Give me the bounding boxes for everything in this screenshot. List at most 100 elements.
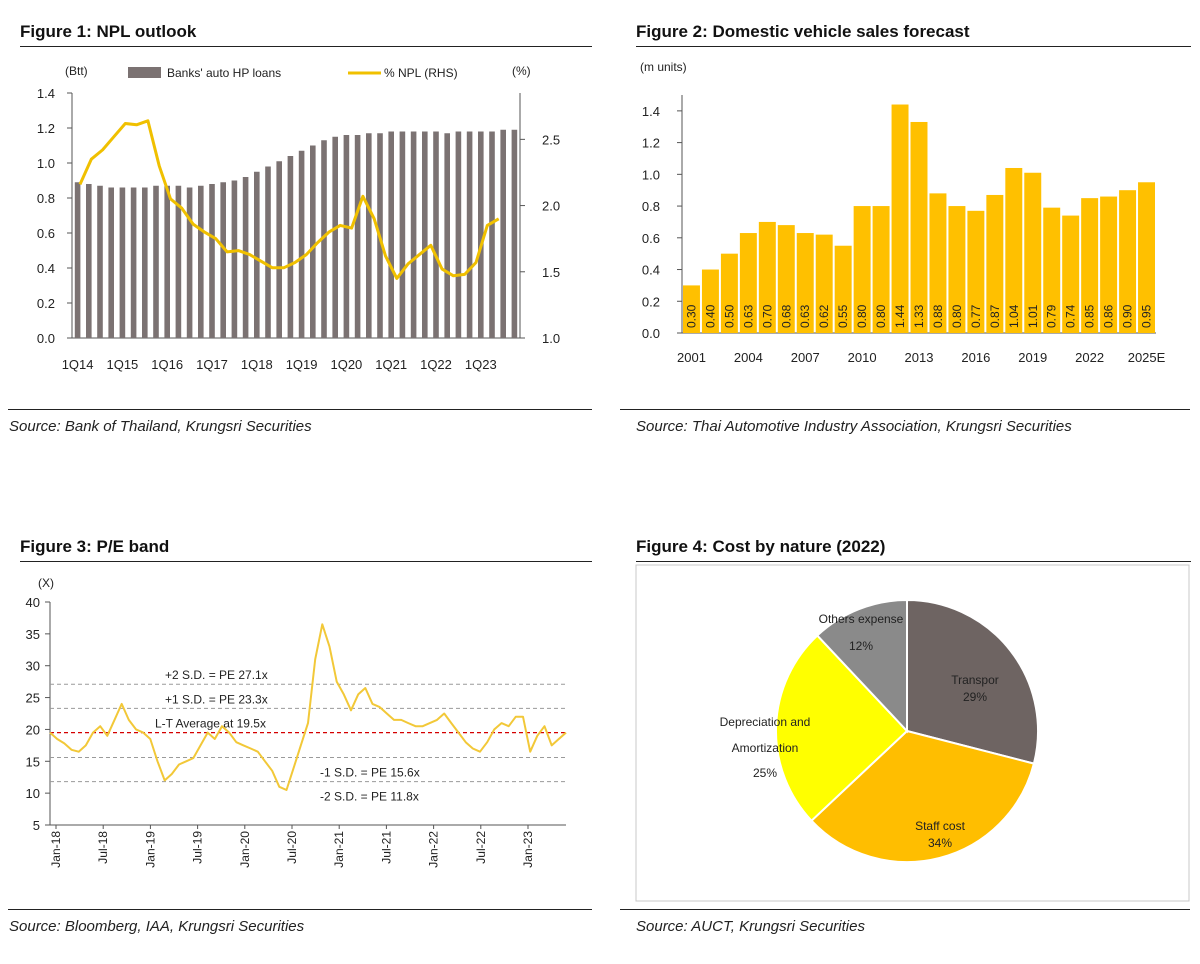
sd-band-label: -1 S.D. = PE 15.6x: [320, 765, 420, 779]
y-tick-label: 5: [33, 818, 40, 833]
npl-line: [78, 119, 500, 280]
sales-bar-label: 1.44: [893, 304, 907, 328]
loan-bar: [265, 166, 271, 338]
loan-bar: [86, 184, 92, 338]
sales-bar-label: 0.30: [684, 304, 698, 328]
loan-bar: [366, 133, 372, 338]
figure-4-title-rule: [636, 561, 1191, 562]
loan-bar: [242, 177, 249, 338]
sales-bar-label: 0.55: [836, 304, 850, 328]
y-tick-label: 1.2: [642, 136, 660, 151]
pie-slice-name: Depreciation and: [720, 715, 811, 729]
vehicle-sales-chart: (m units) 0.0 0.2 0.4 0.6 0.8 1.0 1.2 1.4 0.30 0.4…: [640, 60, 1166, 365]
loan-bar: [500, 129, 506, 338]
sales-bar: [796, 233, 814, 333]
x-tick-label: 1Q20: [330, 357, 362, 372]
loan-bar: [321, 140, 327, 338]
x-tick-label: 2001: [677, 350, 706, 365]
figure-4-title: Figure 4: Cost by nature (2022): [636, 537, 886, 556]
loan-bar: [153, 185, 159, 338]
figure-2-title: Figure 2: Domestic vehicle sales forecas…: [636, 22, 970, 41]
left-tick-label: 1.0: [37, 156, 55, 171]
x-tick-label: 1Q19: [286, 357, 318, 372]
y-tick-label: 40: [26, 595, 40, 610]
x-tick-label: 2013: [905, 350, 934, 365]
loan-bar: [410, 131, 417, 338]
y-axis-unit: (X): [38, 576, 54, 590]
pie-slice-pct: 12%: [849, 639, 873, 653]
figure-3-title-rule: [20, 561, 592, 562]
sales-bar: [910, 121, 928, 334]
figure-2-source-rule: [620, 409, 1190, 410]
left-tick-label: 0.6: [37, 226, 55, 241]
figure-3-title: Figure 3: P/E band: [20, 537, 170, 556]
pie-slice-pct: 34%: [928, 836, 952, 850]
sales-bar-label: 0.74: [1064, 304, 1078, 328]
x-tick-label: 1Q15: [106, 357, 138, 372]
x-tick-label: 1Q17: [196, 357, 228, 372]
sales-bar-label: 0.88: [931, 304, 945, 328]
legend-npl-label: % NPL (RHS): [384, 66, 458, 80]
loan-bar: [164, 185, 170, 338]
x-tick-label: 1Q16: [151, 357, 183, 372]
loan-bar: [231, 180, 238, 338]
x-tick-label: 2022: [1075, 350, 1104, 365]
y-tick-label: 25: [26, 691, 40, 706]
legend-loans-swatch: [128, 67, 161, 78]
sales-bar: [758, 221, 776, 333]
sales-bar-label: 0.77: [969, 304, 983, 328]
legend-loans-label: Banks' auto HP loans: [167, 66, 281, 80]
sales-bar-label: 0.87: [988, 304, 1002, 328]
y-tick-label: 1.0: [642, 167, 660, 182]
x-tick-label: Jul-20: [285, 831, 299, 864]
sales-bar-label: 0.80: [855, 304, 869, 328]
loan-bar: [119, 187, 126, 338]
pie-slice-pct: 29%: [963, 690, 987, 704]
left-tick-label: 0.0: [37, 331, 55, 346]
loan-bar: [108, 187, 114, 338]
right-tick-label: 2.5: [542, 132, 560, 147]
y-tick-label: 0.2: [642, 294, 660, 309]
sales-bar: [967, 210, 985, 333]
sales-bar-label: 0.85: [1083, 304, 1097, 328]
npl-outlook-chart: (Btt) (%) Banks' auto HP loans % NPL (RHS) 0…: [37, 64, 560, 372]
sales-bar: [739, 233, 757, 333]
loan-bar: [422, 131, 428, 338]
figure-4-source-rule: [620, 909, 1190, 910]
pie-slice-name: Amortization: [732, 741, 799, 755]
sales-bar-label: 1.01: [1026, 304, 1040, 328]
x-tick-label: Jan-23: [521, 831, 535, 868]
sales-bar: [720, 253, 738, 333]
x-tick-label: Jan-18: [49, 831, 63, 868]
figure-1-source-rule: [8, 409, 592, 410]
pie-slice: [775, 634, 909, 823]
x-tick-label: Jul-21: [379, 831, 393, 864]
figure-4-source: Source: AUCT, Krungsri Securities: [636, 918, 865, 935]
loan-bar: [298, 150, 305, 338]
sales-bar: [929, 193, 947, 333]
left-tick-label: 1.2: [37, 121, 55, 136]
x-tick-label: 2010: [848, 350, 877, 365]
sales-bar-label: 0.68: [779, 304, 793, 328]
loan-bar: [444, 133, 450, 338]
loan-bar: [399, 131, 406, 338]
x-tick-label: 1Q14: [62, 357, 94, 372]
right-tick-label: 1.0: [542, 331, 560, 346]
sales-bar-label: 0.62: [817, 304, 831, 328]
loan-bar: [343, 135, 350, 338]
y-tick-label: 0.8: [642, 199, 660, 214]
loan-bar: [388, 131, 394, 338]
sales-bar-label: 0.50: [722, 304, 736, 328]
right-tick-label: 1.5: [542, 265, 560, 280]
sales-bar-label: 0.40: [703, 304, 717, 328]
x-tick-label: Jan-22: [427, 831, 441, 868]
x-tick-label: Jul-22: [474, 831, 488, 864]
x-tick-label: 2004: [734, 350, 763, 365]
sales-bar: [986, 194, 1004, 333]
sales-bar-label: 1.33: [912, 304, 926, 328]
sales-bar: [701, 269, 719, 333]
figure-2-title-rule: [636, 46, 1191, 47]
x-tick-label: 1Q22: [420, 357, 452, 372]
x-tick-label: 2019: [1018, 350, 1047, 365]
sales-bar: [872, 206, 890, 333]
